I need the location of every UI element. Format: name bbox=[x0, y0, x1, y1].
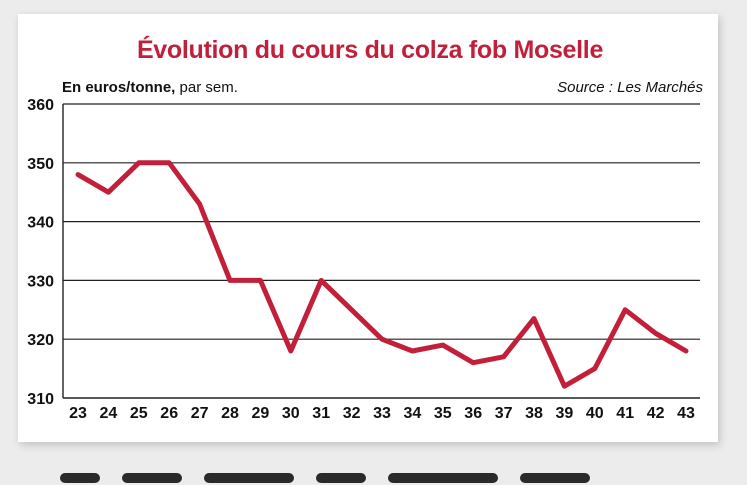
x-tick-label: 39 bbox=[556, 405, 574, 422]
x-tick-label: 35 bbox=[434, 405, 452, 422]
x-tick-label: 26 bbox=[160, 405, 178, 422]
x-tick-label: 33 bbox=[373, 405, 391, 422]
y-tick-label: 350 bbox=[27, 156, 54, 173]
footer-bar bbox=[388, 473, 498, 483]
footer-bar bbox=[60, 473, 100, 483]
data-point bbox=[228, 278, 233, 283]
x-tick-label: 30 bbox=[282, 405, 300, 422]
data-point bbox=[562, 384, 567, 389]
data-point bbox=[653, 331, 658, 336]
footer-bar bbox=[520, 473, 590, 483]
x-tick-label: 42 bbox=[647, 405, 665, 422]
data-point bbox=[319, 278, 324, 283]
x-tick-label: 37 bbox=[495, 405, 513, 422]
source-label: Source : Les Marchés bbox=[557, 79, 703, 96]
x-tick-label: 27 bbox=[191, 405, 209, 422]
x-tick-label: 43 bbox=[677, 405, 695, 422]
x-tick-label: 28 bbox=[221, 405, 239, 422]
data-point bbox=[501, 354, 506, 359]
y-tick-label: 310 bbox=[27, 391, 54, 408]
data-point bbox=[532, 316, 537, 321]
series-line bbox=[75, 160, 689, 389]
x-tick-label: 23 bbox=[69, 405, 87, 422]
data-point bbox=[197, 201, 202, 206]
y-tick-label: 320 bbox=[27, 332, 54, 349]
x-tick-label: 41 bbox=[616, 405, 634, 422]
data-point bbox=[136, 160, 141, 165]
footer-bar bbox=[122, 473, 182, 483]
x-tick-label: 25 bbox=[130, 405, 148, 422]
data-point bbox=[76, 172, 81, 177]
data-point bbox=[258, 278, 263, 283]
data-point bbox=[410, 348, 415, 353]
data-point bbox=[440, 343, 445, 348]
data-point bbox=[380, 337, 385, 342]
unit-rest-text: par sem. bbox=[175, 79, 238, 96]
footer-bar bbox=[204, 473, 294, 483]
data-point bbox=[349, 307, 354, 312]
decorative-footer-strip bbox=[60, 455, 680, 485]
chart-title: Évolution du cours du colza fob Moselle bbox=[136, 36, 604, 64]
data-point bbox=[592, 366, 597, 371]
x-tick-label: 38 bbox=[525, 405, 543, 422]
y-tick-label: 340 bbox=[27, 215, 54, 232]
data-point bbox=[288, 348, 293, 353]
x-tick-label: 31 bbox=[312, 405, 330, 422]
x-tick-label: 29 bbox=[252, 405, 270, 422]
x-tick-label: 32 bbox=[343, 405, 361, 422]
y-tick-label: 360 bbox=[27, 97, 54, 114]
x-tick-label: 24 bbox=[100, 405, 118, 422]
data-point bbox=[623, 307, 628, 312]
x-tick-label: 34 bbox=[404, 405, 422, 422]
y-unit-label: En euros/tonne, par sem. bbox=[62, 79, 238, 96]
data-point bbox=[167, 160, 172, 165]
data-point bbox=[106, 190, 111, 195]
y-tick-label: 330 bbox=[27, 273, 54, 290]
x-tick-label: 36 bbox=[464, 405, 482, 422]
chart-card bbox=[18, 14, 718, 442]
data-point bbox=[471, 360, 476, 365]
data-point bbox=[684, 348, 689, 353]
unit-bold-text: En euros/tonne, bbox=[62, 79, 176, 96]
x-tick-label: 40 bbox=[586, 405, 604, 422]
footer-bar bbox=[316, 473, 366, 483]
